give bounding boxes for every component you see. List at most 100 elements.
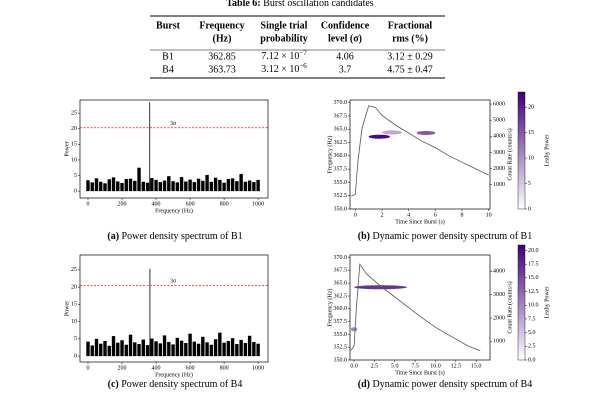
table-cell: 4.06 — [336, 51, 354, 62]
power-feature — [368, 134, 391, 139]
y-tick-label: 20 — [71, 284, 77, 290]
y2-tick-label: 2000 — [493, 315, 505, 321]
y-tick-label: 365.0 — [334, 127, 348, 133]
colorbar-tick-label: 15.0 — [528, 275, 539, 281]
y-tick-label: 10 — [71, 319, 77, 325]
colorbar-tick-label: 20 — [528, 105, 534, 111]
caption-label: (d) — [358, 379, 370, 390]
y-tick-label: 15 — [71, 142, 77, 148]
x-tick-label: 2.5 — [371, 363, 379, 369]
y2-axis-label: Count Rate (counts/s) — [506, 281, 513, 333]
colorbar-tick-label: 20.0 — [528, 248, 539, 254]
y-tick-label: 352.5 — [334, 193, 348, 199]
threshold-label: 3σ — [170, 279, 177, 285]
y-tick-label: 5 — [74, 336, 77, 342]
colorbar-tick-label: 0.0 — [528, 357, 536, 363]
figure-caption: (d) Dynamic power density spectrum of B4 — [358, 379, 532, 390]
colorbar — [517, 244, 526, 361]
x-tick-label: 600 — [186, 365, 195, 371]
colorbar-tick-label: 5.0 — [528, 330, 536, 336]
x-tick-label: 800 — [220, 365, 229, 371]
plot-frame — [79, 99, 269, 199]
colorbar-tick-label: 2.5 — [528, 344, 536, 350]
y-tick-label: 362.5 — [334, 293, 348, 299]
figure-caption: (c) Power density spectrum of B4 — [108, 379, 243, 390]
light-curve — [350, 263, 481, 352]
table-header: Fractional — [388, 20, 433, 31]
y-tick-label: 352.5 — [334, 345, 348, 351]
cell-mantissa: 3.12 × 10 — [261, 64, 299, 75]
y2-tick-label: 3000 — [493, 150, 505, 156]
x-tick-label: 600 — [186, 201, 195, 207]
y2-tick-label: 3000 — [493, 292, 505, 298]
table-cell: 7.12 × 10−7 — [261, 49, 307, 63]
caption-label: (a) — [107, 231, 119, 242]
x-tick-label: 10.0 — [430, 363, 441, 369]
x-tick-label: 400 — [152, 365, 161, 371]
y2-tick-label: 5000 — [493, 118, 505, 124]
table-cell: B4 — [162, 64, 174, 75]
y-axis-label: Power — [64, 141, 70, 156]
y-tick-label: 367.5 — [334, 268, 348, 274]
table-header: Frequency — [199, 20, 244, 31]
colorbar-tick-label: 17.5 — [528, 262, 539, 268]
table-cell: 3.12 × 10−6 — [261, 62, 307, 76]
colorbar-tick-label: 10.0 — [528, 303, 539, 309]
table-title-text: Burst oscillation candidates — [263, 0, 374, 9]
x-tick-label: 1000 — [252, 201, 264, 207]
y-axis-label: Power — [64, 301, 70, 316]
y-tick-label: 370.0 — [334, 100, 348, 106]
table: Table 6: Burst oscillation candidates Bu… — [150, 0, 445, 79]
x-tick-label: 12.5 — [451, 363, 462, 369]
y-axis-label: Frequency (Hz) — [326, 289, 333, 327]
table-cell: B1 — [162, 51, 174, 62]
x-tick-label: 800 — [220, 201, 229, 207]
table-header: level (σ) — [328, 33, 362, 44]
colorbar-label: Leahy Power — [544, 287, 550, 319]
colorbar-tick-label: 7.5 — [528, 316, 536, 322]
y-tick-label: 355.0 — [334, 332, 348, 338]
y2-tick-label: 4000 — [493, 269, 505, 275]
figure-caption: (a) Power density spectrum of B1 — [107, 231, 242, 242]
table-cell: 4.75 ± 0.47 — [387, 64, 433, 75]
y2-tick-label: 4000 — [493, 134, 505, 140]
colorbar-label: Leahy Power — [544, 135, 550, 167]
table-header: Confidence — [321, 20, 370, 31]
y-tick-label: 5 — [74, 173, 77, 179]
y-tick-label: 10 — [71, 157, 77, 163]
x-tick-label: 200 — [118, 365, 127, 371]
y-tick-label: 360.0 — [334, 153, 348, 159]
table-header: Burst — [156, 20, 181, 31]
y-tick-label: 350.0 — [334, 357, 348, 363]
y-tick-label: 365.0 — [334, 281, 348, 287]
y2-axis-label: Count Rate (counts/s) — [506, 128, 513, 180]
y2-tick-label: 2000 — [493, 166, 505, 172]
x-tick-label: 6 — [434, 212, 437, 218]
table-header: (Hz) — [213, 33, 232, 44]
colorbar-tick-label: 5 — [528, 181, 531, 187]
plot-frame — [349, 254, 491, 361]
y-tick-label: 25 — [71, 110, 77, 116]
y-tick-label: 20 — [71, 126, 77, 132]
cell-exponent: −6 — [299, 62, 307, 70]
caption-label: (b) — [358, 231, 370, 242]
x-axis-label: Time Since Burst (s) — [395, 218, 445, 225]
table-title: Table 6: Burst oscillation candidates — [226, 0, 374, 9]
table-header: rms (%) — [392, 33, 428, 44]
x-axis-label: Frequency (Hz) — [155, 371, 193, 378]
caption-text: Dynamic power density spectrum of B4 — [373, 379, 533, 390]
table-header: probability — [260, 33, 308, 44]
x-tick-label: 2 — [381, 212, 384, 218]
power-feature — [350, 327, 358, 332]
cell-mantissa: 7.12 × 10 — [261, 51, 299, 62]
caption-text: Power density spectrum of B4 — [121, 379, 242, 390]
y2-tick-label: 1000 — [493, 182, 505, 188]
colorbar-tick-label: 12.5 — [528, 289, 539, 295]
x-tick-label: 5.0 — [391, 363, 399, 369]
light-curve — [351, 105, 489, 197]
colorbar-tick-label: 15 — [528, 130, 534, 136]
y-tick-label: 350.0 — [334, 206, 348, 212]
y-tick-label: 355.0 — [334, 180, 348, 186]
x-tick-label: 0 — [354, 212, 357, 218]
